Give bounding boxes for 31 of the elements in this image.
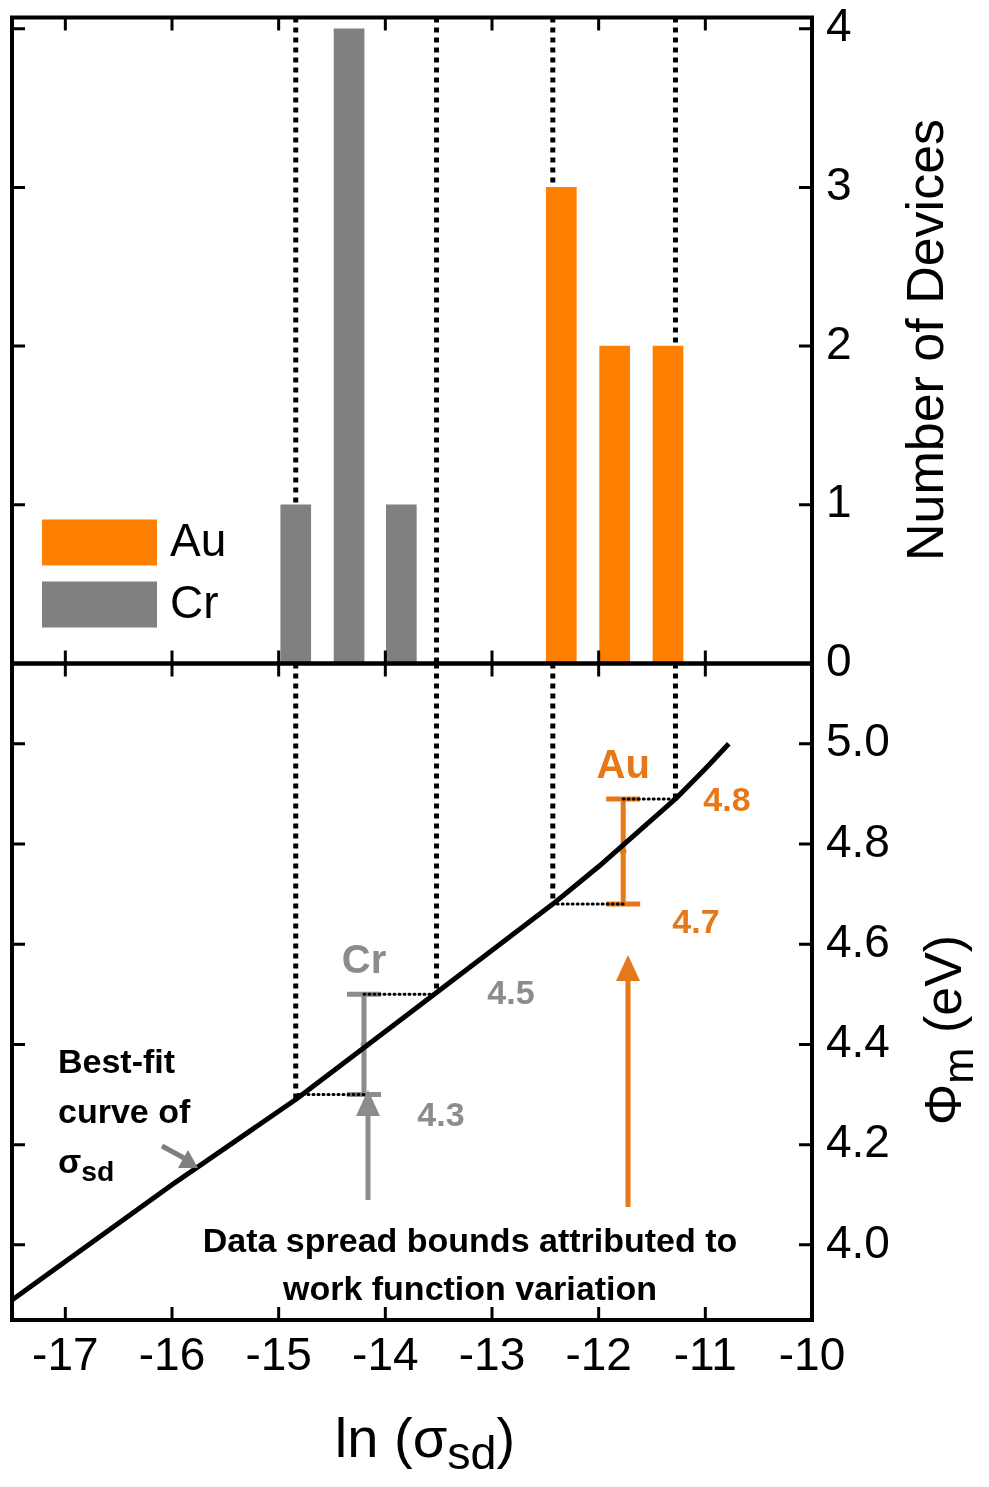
annotation: 4.7 xyxy=(671,901,721,941)
series-label: Cr xyxy=(341,937,387,982)
annotation: 4.3 xyxy=(416,1094,466,1134)
x-tick-label: -12 xyxy=(565,1328,632,1381)
x-tick-label: -14 xyxy=(352,1328,419,1381)
x-tick-label: -17 xyxy=(32,1328,99,1381)
x-tick-label: -15 xyxy=(245,1328,312,1381)
annotation: 4.8 xyxy=(702,779,752,819)
y-tick-label: 1 xyxy=(826,475,852,528)
legend-label: Cr xyxy=(170,576,219,629)
y-tick-label: 4.6 xyxy=(826,914,890,967)
legend-label: Au xyxy=(170,514,227,567)
y-axis-title: Number of Devices xyxy=(895,118,955,562)
x-axis-title: ln (σ$_{sd}$) xyxy=(334,1406,516,1482)
x-tick-label: -13 xyxy=(458,1328,526,1381)
y-tick-label: 5.0 xyxy=(826,714,890,767)
annotation: 4.5 xyxy=(486,972,536,1012)
y-tick-label: 2 xyxy=(826,316,852,369)
y-tick-label: 4.4 xyxy=(826,1015,890,1068)
y-tick-label: 4.2 xyxy=(826,1115,890,1168)
series-label: Au xyxy=(596,741,650,786)
x-tick-label: -10 xyxy=(778,1328,846,1381)
y-tick-label: 4 xyxy=(826,0,852,52)
y-tick-label: 4.0 xyxy=(826,1215,890,1268)
y-tick-label: 4.8 xyxy=(826,814,890,867)
annotation: Best-fit curve of σ$_{sd}$ xyxy=(58,1041,192,1189)
y-tick-label: 3 xyxy=(826,158,852,211)
annotation: Data spread bounds attributed to work function variation xyxy=(202,1221,738,1307)
y-tick-label: 0 xyxy=(826,634,852,687)
x-tick-label: -11 xyxy=(673,1328,737,1381)
x-tick-label: -16 xyxy=(138,1328,206,1381)
